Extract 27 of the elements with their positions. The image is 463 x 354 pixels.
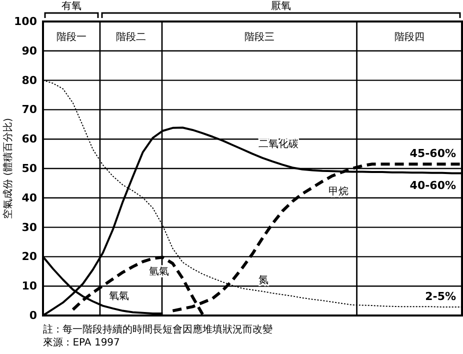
y-tick-label: 50 <box>22 162 38 176</box>
series-label: 氮 <box>258 274 268 286</box>
text: 註 : 每一階段持續的時間長短會因應堆填狀況而改變 <box>43 324 273 336</box>
annotation: 45-60% <box>410 147 456 160</box>
annotation: 階段二 <box>116 31 146 44</box>
y-tick-label: 30 <box>22 220 38 234</box>
y-tick-label: 20 <box>22 250 38 264</box>
annotation: 階段三 <box>244 31 274 44</box>
y-tick-label: 70 <box>22 103 38 116</box>
y-tick-label: 90 <box>22 44 38 58</box>
y-tick-label: 10 <box>22 280 38 293</box>
y-tick-label: 0 <box>29 309 38 322</box>
y-tick-label: 100 <box>14 15 38 28</box>
y-axis-title: 空氣成份 (體積百分比) <box>2 118 14 219</box>
series-label: 甲烷 <box>328 185 348 198</box>
y-tick-label: 80 <box>22 74 38 87</box>
y-tick-label: 60 <box>22 132 38 146</box>
annotation: 2-5% <box>425 290 456 303</box>
series-label: 氧氣 <box>108 290 129 302</box>
y-tick-label: 40 <box>22 191 38 204</box>
annotation: 階段一 <box>56 31 86 44</box>
text: 來源 : EPA 1997 <box>43 336 120 348</box>
series-label: 二氧化碳 <box>258 138 298 150</box>
annotation: 40-60% <box>410 179 456 192</box>
annotation: 階段四 <box>394 31 424 44</box>
text: 厭氧 <box>270 1 291 12</box>
text: 有氧 <box>61 0 82 12</box>
